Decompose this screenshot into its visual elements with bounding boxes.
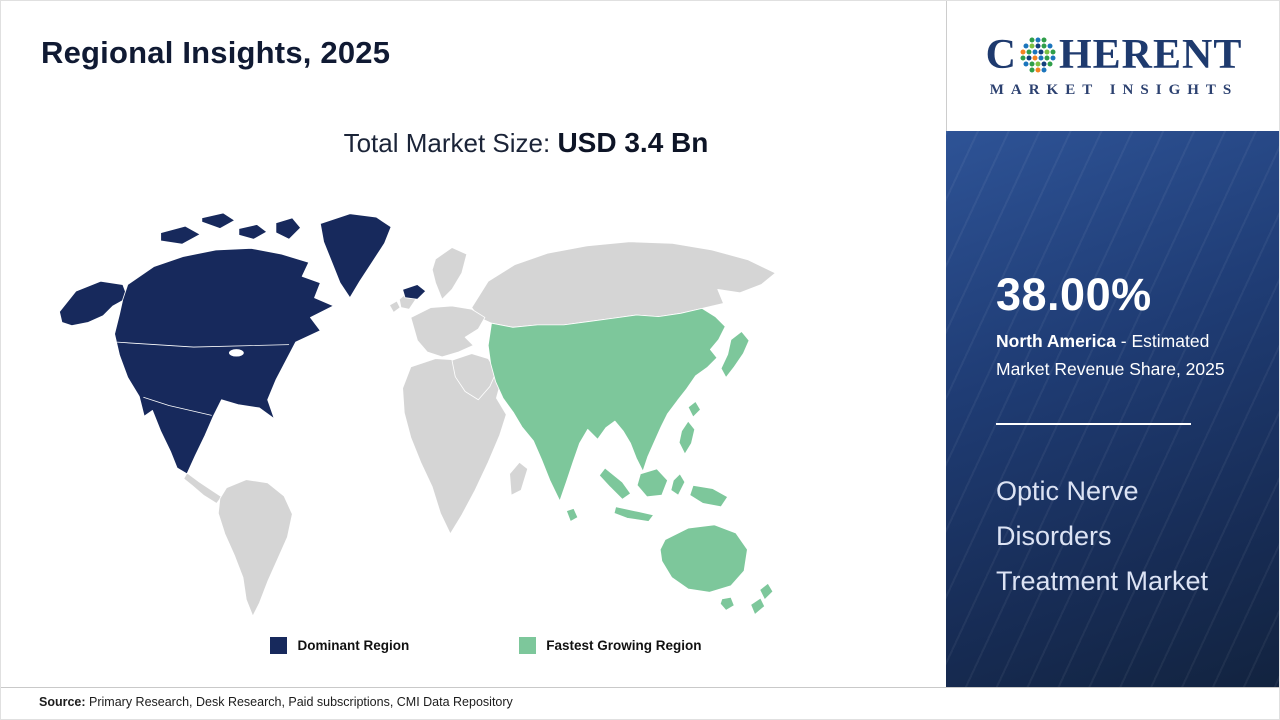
highlight-panel: 38.00% North America - Estimated Market … bbox=[946, 131, 1279, 687]
total-market-size: Total Market Size: USD 3.4 Bn bbox=[56, 127, 996, 159]
page-title: Regional Insights, 2025 bbox=[41, 35, 391, 70]
world-map bbox=[29, 183, 819, 628]
market-name: Optic Nerve Disorders Treatment Market bbox=[996, 476, 1209, 597]
brand-left: C bbox=[985, 31, 1017, 78]
dominant-region-label: Dominant Region bbox=[297, 638, 410, 653]
region-asia-pacific bbox=[487, 307, 774, 615]
brand-right: HERENT bbox=[1058, 31, 1243, 78]
globe-icon bbox=[1020, 37, 1056, 72]
total-market-size-label: Total Market Size: bbox=[343, 128, 558, 158]
revenue-share-caption: - Estimated Market Revenue Share, 2025 bbox=[996, 331, 1225, 379]
map-legend: Dominant Region Fastest Growing Region bbox=[16, 637, 956, 654]
fastest-growing-swatch bbox=[519, 637, 537, 654]
source-strip: Source: Primary Research, Desk Research,… bbox=[1, 687, 1279, 719]
source-text: Primary Research, Desk Research, Paid su… bbox=[85, 695, 513, 709]
dominant-region-swatch bbox=[270, 637, 288, 654]
region-north-america bbox=[59, 212, 427, 475]
source-line: Source: Primary Research, Desk Research,… bbox=[39, 695, 513, 709]
revenue-share-value: 38.00% bbox=[996, 269, 1152, 320]
world-map-svg bbox=[59, 212, 776, 617]
brand-wordmark: C HERENT bbox=[986, 34, 1243, 76]
revenue-share-description: North America - Estimated Market Revenue… bbox=[996, 327, 1258, 383]
legend-item-fastest: Fastest Growing Region bbox=[519, 637, 702, 654]
north-america-country-borders bbox=[117, 341, 290, 416]
fastest-growing-label: Fastest Growing Region bbox=[546, 638, 702, 653]
total-market-size-value: USD 3.4 Bn bbox=[557, 127, 709, 158]
source-label: Source: bbox=[39, 695, 86, 709]
legend-item-dominant: Dominant Region bbox=[270, 637, 409, 654]
brand-tagline: MARKET INSIGHTS bbox=[989, 81, 1239, 98]
panel-divider bbox=[996, 423, 1191, 425]
brand-logo-area: C HERENT MARKET INSIGHTS bbox=[946, 1, 1279, 131]
region-rest-of-world bbox=[183, 241, 776, 617]
region-name: North America bbox=[996, 331, 1116, 351]
